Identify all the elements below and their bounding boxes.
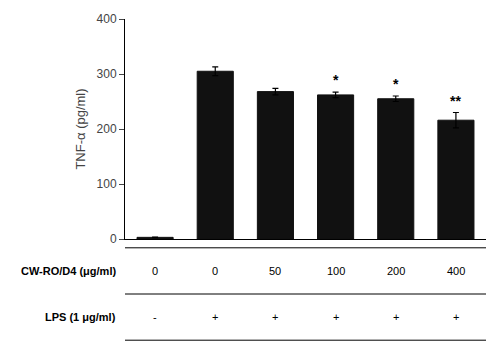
- svg-text:0: 0: [152, 265, 158, 277]
- svg-text:200: 200: [97, 122, 117, 136]
- svg-text:*: *: [333, 72, 339, 88]
- svg-text:400: 400: [97, 12, 117, 26]
- svg-text:0: 0: [212, 265, 218, 277]
- svg-text:50: 50: [269, 265, 281, 277]
- svg-text:CW-RO/D4 (μg/ml): CW-RO/D4 (μg/ml): [21, 265, 116, 277]
- svg-text:100: 100: [327, 265, 345, 277]
- svg-text:100: 100: [97, 177, 117, 191]
- svg-text:*: *: [393, 76, 399, 92]
- svg-text:LPS (1 μg/ml): LPS (1 μg/ml): [45, 311, 116, 323]
- svg-text:TNF-α (pg/ml): TNF-α (pg/ml): [73, 88, 88, 169]
- svg-text:300: 300: [97, 67, 117, 81]
- svg-text:+: +: [212, 311, 218, 323]
- svg-text:+: +: [333, 311, 339, 323]
- svg-text:-: -: [153, 311, 157, 323]
- svg-text:+: +: [453, 311, 459, 323]
- svg-text:**: **: [450, 93, 461, 109]
- svg-text:400: 400: [447, 265, 465, 277]
- svg-text:0: 0: [110, 232, 117, 246]
- svg-text:+: +: [272, 311, 278, 323]
- svg-text:200: 200: [387, 265, 405, 277]
- svg-text:+: +: [393, 311, 399, 323]
